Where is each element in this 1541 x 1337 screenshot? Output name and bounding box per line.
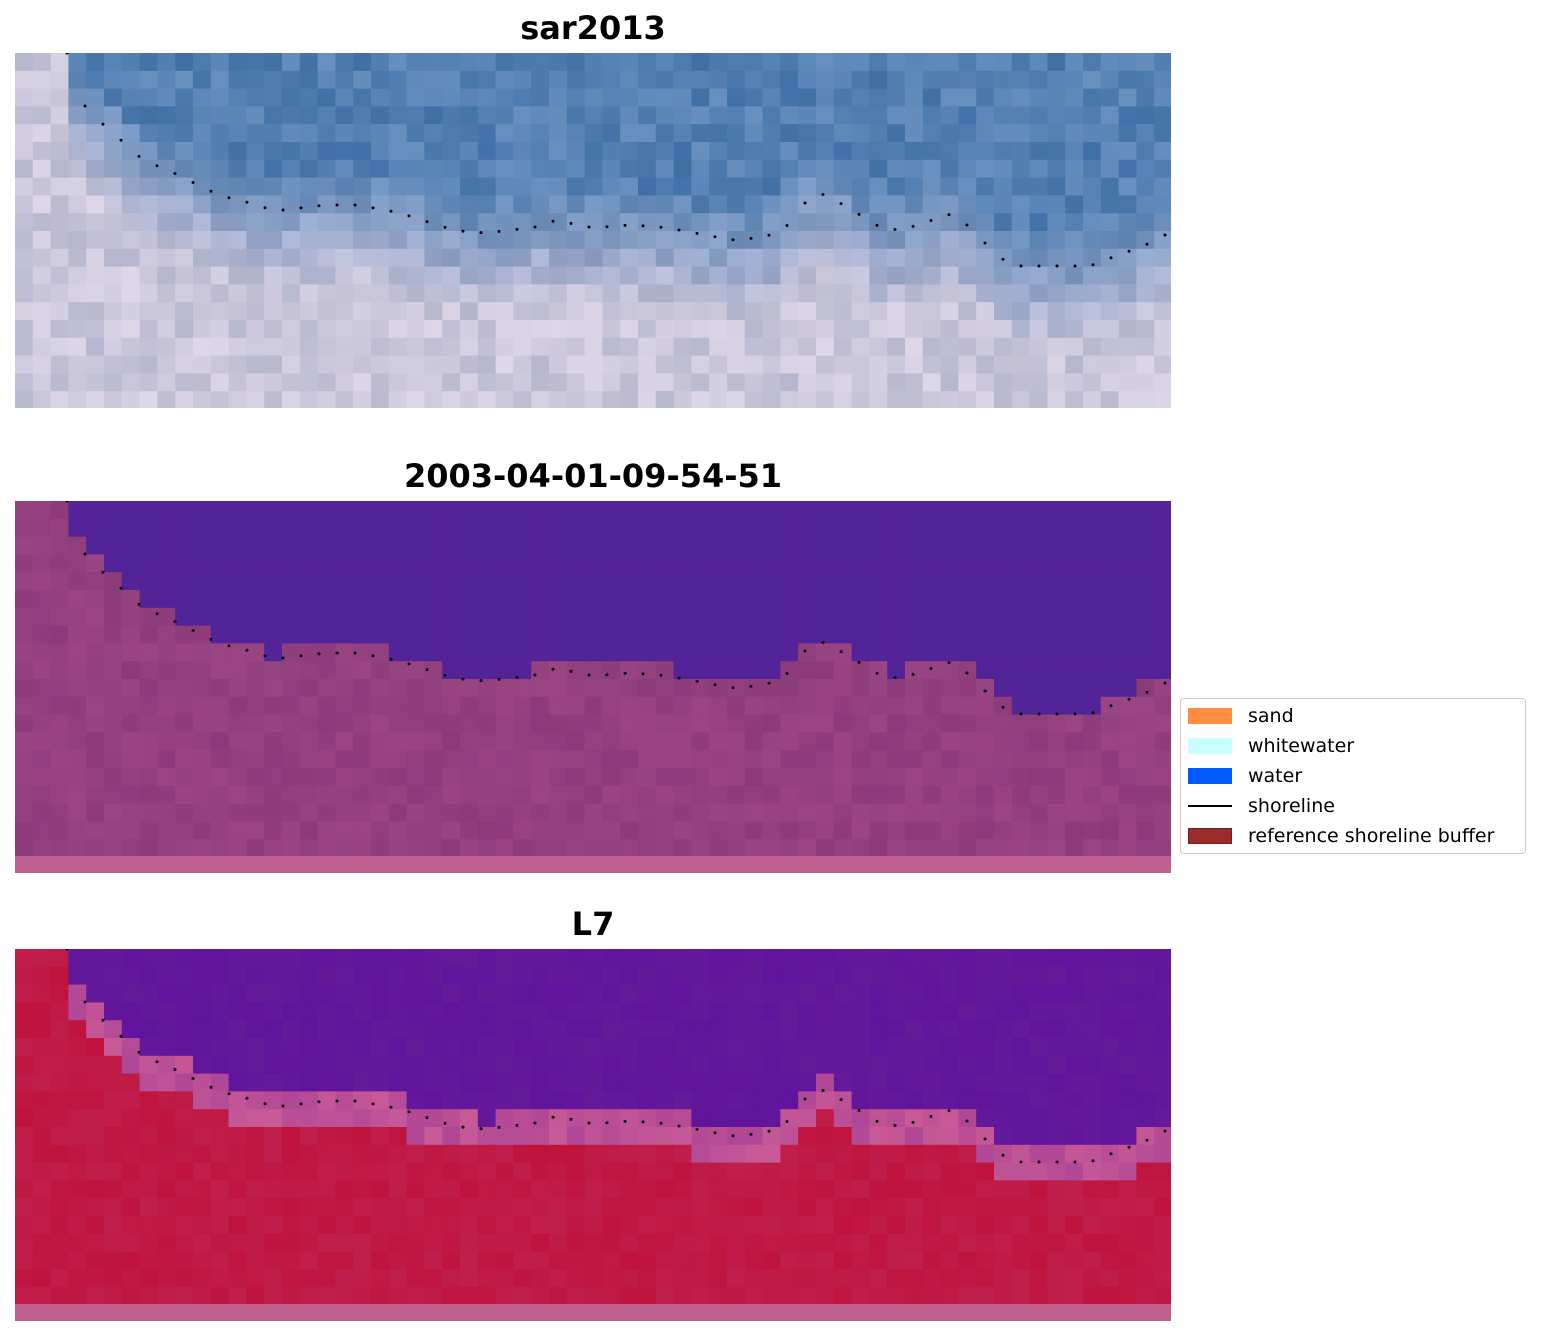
legend-line-shoreline [1188, 805, 1232, 807]
legend-label-reference-buffer: reference shoreline buffer [1248, 825, 1495, 847]
legend: sand whitewater water shoreline referenc… [1180, 698, 1526, 854]
legend-swatch-water [1188, 768, 1232, 784]
legend-swatch-sand [1188, 708, 1232, 724]
legend-item-shoreline: shoreline [1188, 795, 1335, 817]
rgb-image-panel [15, 53, 1171, 408]
buffer-strip [15, 1304, 1171, 1321]
legend-label-whitewater: whitewater [1248, 735, 1355, 757]
shoreline [65, 53, 1167, 268]
legend-item-sand: sand [1188, 705, 1294, 727]
shoreline [65, 501, 1167, 716]
panel-title-index: L7 [571, 905, 615, 943]
panel-title-rgb: sar2013 [520, 9, 666, 47]
shoreline [65, 949, 1167, 1164]
index-image [15, 949, 1171, 1321]
legend-item-reference-buffer: reference shoreline buffer [1188, 825, 1494, 847]
legend-label-water: water [1248, 765, 1303, 787]
legend-label-sand: sand [1248, 705, 1294, 727]
legend-swatch-reference-buffer [1188, 828, 1232, 844]
legend-item-whitewater: whitewater [1188, 735, 1354, 757]
panel-title-classified: 2003-04-01-09-54-51 [403, 457, 783, 495]
legend-swatch-whitewater [1188, 738, 1232, 754]
legend-label-shoreline: shoreline [1248, 795, 1335, 817]
rgb-image [15, 53, 1171, 408]
classified-image-panel [15, 501, 1171, 873]
index-image-panel [15, 949, 1171, 1321]
buffer-strip [15, 856, 1171, 873]
classified-image [15, 501, 1171, 873]
legend-item-water: water [1188, 765, 1302, 787]
